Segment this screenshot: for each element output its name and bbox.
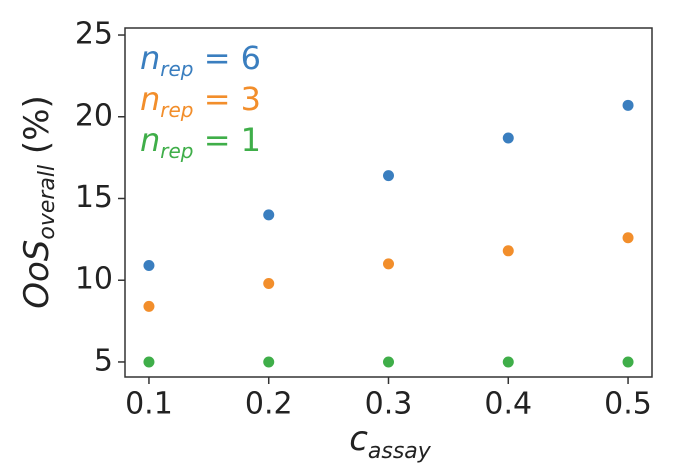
legend-suffix: = 1	[194, 121, 262, 159]
y-tick-label: 5	[94, 343, 113, 378]
legend-name: n	[140, 80, 160, 118]
point	[143, 356, 155, 368]
legend-sub: rep	[160, 98, 193, 122]
y-tick-label: 25	[75, 17, 113, 52]
point	[383, 356, 394, 368]
point	[383, 170, 394, 182]
point	[263, 209, 275, 221]
point	[502, 356, 514, 368]
legend-entry: nrep = 6	[140, 39, 261, 81]
legend-suffix: = 3	[194, 80, 262, 118]
x-tick-label: 0.1	[125, 387, 173, 422]
point	[502, 132, 514, 144]
point	[622, 356, 634, 368]
point	[383, 258, 394, 270]
point	[143, 260, 155, 272]
x-tick-label: 0.2	[245, 387, 293, 422]
legend-name: n	[140, 39, 160, 77]
legend-suffix: = 6	[194, 39, 262, 77]
legend-entry: nrep = 3	[140, 80, 261, 122]
y-label-suffix: (%)	[17, 95, 57, 165]
point	[143, 300, 155, 312]
legend-sub: rep	[160, 57, 193, 81]
legend-sub: rep	[160, 139, 193, 163]
y-tick-label: 15	[75, 180, 113, 215]
point	[263, 277, 275, 289]
y-label-main: OoS	[17, 240, 57, 309]
y-label-sub: overall	[35, 165, 60, 240]
point	[263, 356, 275, 368]
legend-entry: nrep = 1	[140, 121, 261, 163]
point	[622, 99, 634, 111]
x-label-main: c	[349, 419, 368, 459]
x-label-sub: assay	[368, 439, 432, 464]
y-tick-label: 20	[75, 98, 113, 133]
legend-name: n	[140, 121, 160, 159]
point	[622, 232, 634, 244]
x-tick-label: 0.4	[484, 387, 532, 422]
x-tick-label: 0.3	[365, 387, 413, 422]
point	[502, 245, 514, 257]
x-tick-label: 0.5	[604, 387, 652, 422]
y-axis-label: OoSoverall (%)	[17, 95, 61, 309]
y-tick-label: 10	[75, 262, 113, 297]
x-axis-label: cassay	[349, 419, 432, 465]
